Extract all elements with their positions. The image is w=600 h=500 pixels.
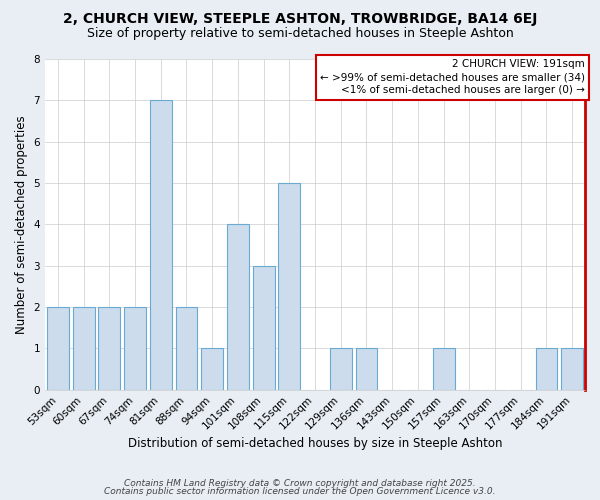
Text: Contains public sector information licensed under the Open Government Licence v3: Contains public sector information licen… [104,487,496,496]
Bar [561,348,583,390]
Bar [150,100,172,390]
X-axis label: Distribution of semi-detached houses by size in Steeple Ashton: Distribution of semi-detached houses by … [128,437,502,450]
Bar [278,183,300,390]
Bar [536,348,557,390]
Y-axis label: Number of semi-detached properties: Number of semi-detached properties [15,115,28,334]
Text: 2, CHURCH VIEW, STEEPLE ASHTON, TROWBRIDGE, BA14 6EJ: 2, CHURCH VIEW, STEEPLE ASHTON, TROWBRID… [63,12,537,26]
Bar [47,307,69,390]
Text: 2 CHURCH VIEW: 191sqm
← >99% of semi-detached houses are smaller (34)
<1% of sem: 2 CHURCH VIEW: 191sqm ← >99% of semi-det… [320,59,585,96]
Bar [124,307,146,390]
Bar [201,348,223,390]
Text: Size of property relative to semi-detached houses in Steeple Ashton: Size of property relative to semi-detach… [86,28,514,40]
Bar [253,266,275,390]
Bar [73,307,95,390]
Bar [330,348,352,390]
Bar [227,224,249,390]
Bar [433,348,455,390]
Bar [176,307,197,390]
Bar [98,307,120,390]
Bar [356,348,377,390]
Text: Contains HM Land Registry data © Crown copyright and database right 2025.: Contains HM Land Registry data © Crown c… [124,478,476,488]
